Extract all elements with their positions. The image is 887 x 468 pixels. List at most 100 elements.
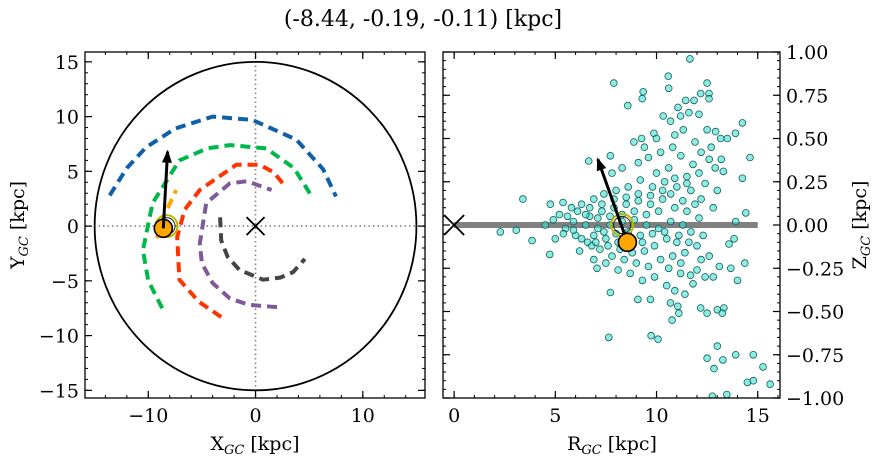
star-point bbox=[575, 247, 584, 255]
left-x-tick-label: −10 bbox=[128, 405, 168, 427]
star-point bbox=[683, 172, 691, 181]
star-point bbox=[673, 302, 682, 311]
star-point bbox=[545, 250, 554, 259]
star-point bbox=[632, 259, 641, 267]
star-point bbox=[639, 88, 647, 96]
star-point bbox=[593, 214, 602, 222]
star-point bbox=[634, 190, 643, 198]
star-point bbox=[658, 195, 667, 203]
star-point bbox=[709, 273, 717, 281]
star-point bbox=[654, 207, 663, 216]
star-point bbox=[606, 212, 614, 221]
star-point bbox=[699, 231, 707, 240]
star-point bbox=[654, 335, 662, 344]
star-point bbox=[589, 255, 598, 264]
star-point bbox=[733, 276, 742, 285]
star-point bbox=[670, 203, 679, 212]
star-point bbox=[662, 281, 671, 290]
star-point bbox=[581, 221, 590, 229]
star-point bbox=[664, 164, 673, 172]
star-point bbox=[591, 238, 600, 247]
star-point bbox=[541, 221, 549, 229]
star-point bbox=[656, 255, 665, 264]
star-point bbox=[713, 342, 722, 350]
star-point bbox=[660, 228, 669, 236]
reference-ring-inner bbox=[613, 216, 632, 234]
star-point bbox=[634, 158, 643, 167]
star-point bbox=[593, 224, 602, 233]
star-point bbox=[723, 390, 731, 398]
star-point bbox=[674, 103, 682, 112]
star-point bbox=[678, 197, 687, 205]
star-point bbox=[634, 295, 642, 304]
star-point bbox=[609, 79, 618, 87]
left-y-tick-label: −10 bbox=[39, 326, 79, 348]
star-point bbox=[718, 309, 727, 318]
star-point bbox=[672, 238, 681, 247]
star-point bbox=[703, 309, 711, 318]
star-point bbox=[602, 259, 610, 267]
right-y-tick-label: −0.50 bbox=[786, 302, 844, 324]
star-point bbox=[623, 101, 632, 110]
star-point bbox=[642, 210, 651, 219]
star-point bbox=[689, 160, 697, 169]
star-point bbox=[681, 96, 690, 105]
star-point bbox=[606, 288, 615, 297]
left-y-tick-label: 10 bbox=[55, 107, 79, 129]
star-point bbox=[668, 143, 677, 152]
star-point bbox=[693, 242, 701, 250]
galactic-center-marker bbox=[443, 214, 465, 236]
star-point bbox=[563, 212, 572, 221]
star-point bbox=[731, 129, 740, 138]
star-point bbox=[644, 262, 653, 271]
star-point bbox=[731, 350, 740, 359]
star-point bbox=[668, 316, 676, 324]
star-point bbox=[738, 174, 747, 183]
right-x-tick-label: 0 bbox=[448, 405, 460, 427]
star-point bbox=[730, 235, 738, 243]
star-point bbox=[598, 207, 606, 216]
star-point bbox=[703, 79, 711, 87]
velocity-arrow-head bbox=[161, 149, 172, 163]
star-point bbox=[701, 179, 709, 188]
star-point bbox=[717, 155, 726, 164]
star-point bbox=[701, 273, 709, 281]
star-point bbox=[683, 179, 691, 188]
star-point bbox=[687, 228, 695, 236]
star-point bbox=[705, 94, 713, 103]
star-point bbox=[666, 299, 675, 307]
star-point bbox=[697, 255, 705, 264]
right-x-tick-label: 15 bbox=[746, 405, 770, 427]
star-point bbox=[683, 207, 691, 216]
star-point bbox=[604, 333, 613, 342]
star-point bbox=[749, 350, 758, 359]
star-point bbox=[670, 286, 679, 295]
star-point bbox=[658, 186, 667, 195]
star-point bbox=[681, 248, 689, 257]
star-point bbox=[668, 252, 677, 260]
star-point bbox=[496, 228, 505, 236]
star-point bbox=[577, 200, 586, 209]
star-point bbox=[598, 200, 606, 209]
star-point bbox=[640, 143, 649, 152]
star-point bbox=[659, 112, 667, 120]
star-point bbox=[713, 186, 722, 195]
star-point bbox=[697, 148, 705, 157]
star-point bbox=[640, 247, 649, 255]
left-x-axis-label: XGC [kpc] bbox=[210, 433, 299, 458]
star-point bbox=[626, 269, 634, 278]
star-point bbox=[608, 252, 616, 260]
star-point bbox=[679, 126, 688, 134]
star-point bbox=[620, 255, 628, 264]
star-point bbox=[567, 203, 576, 212]
star-point bbox=[711, 127, 720, 136]
velocity-arrow bbox=[596, 158, 629, 243]
right-y-tick-label: −0.25 bbox=[786, 258, 844, 280]
star-point bbox=[614, 266, 622, 274]
star-point bbox=[654, 224, 663, 233]
star-point bbox=[710, 364, 718, 373]
star-point bbox=[676, 152, 685, 160]
star-point bbox=[696, 89, 705, 98]
star-point bbox=[577, 235, 586, 243]
right-x-axis-label: RGC [kpc] bbox=[567, 433, 657, 458]
